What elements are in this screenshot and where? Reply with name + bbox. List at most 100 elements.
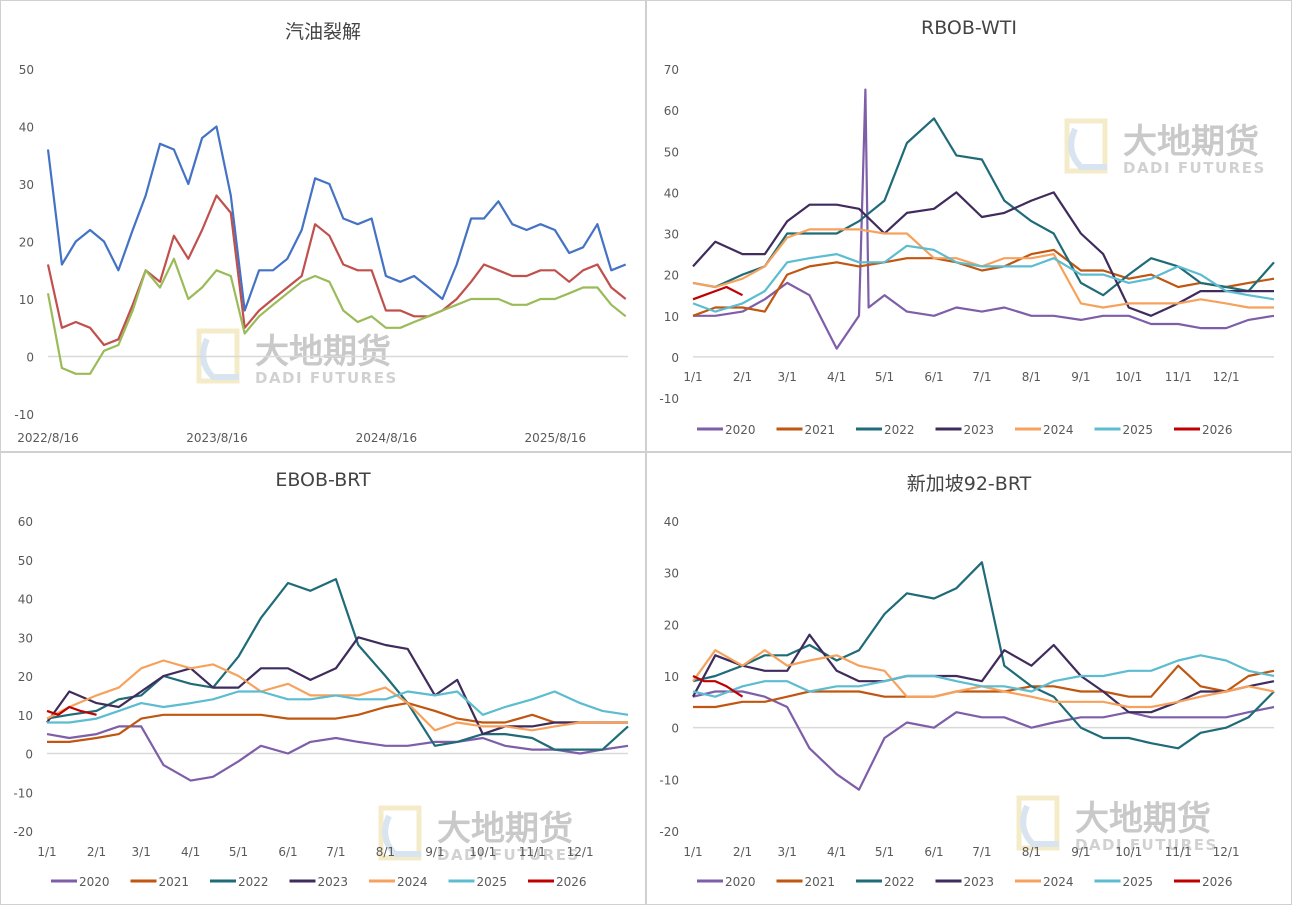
watermark-text: 大地期货 <box>255 332 391 372</box>
y-tick-label: 60 <box>664 104 679 118</box>
x-tick-label: 9/1 <box>1071 845 1090 859</box>
legend-label: 2021 <box>159 875 190 889</box>
legend-label: 2021 <box>805 875 836 889</box>
watermark-text: DADI FUTURES <box>1075 836 1218 854</box>
y-tick-label: 20 <box>664 269 679 283</box>
y-tick-label: 10 <box>18 709 33 723</box>
x-tick-label: 4/1 <box>181 845 200 859</box>
logo-mark <box>1068 127 1107 170</box>
x-tick-label: 3/1 <box>778 845 797 859</box>
legend-label: 2024 <box>1043 875 1074 889</box>
x-tick-label: 2022/8/16 <box>17 431 79 445</box>
legend-label: 2025 <box>1123 875 1154 889</box>
series-line-2020 <box>693 88 1275 350</box>
y-tick-label: 10 <box>664 310 679 324</box>
x-tick-label: 7/1 <box>972 845 991 859</box>
chart-title: 新加坡92-BRT <box>906 473 1032 495</box>
y-tick-label: -10 <box>13 786 33 800</box>
chart-panel-ebob-brt: EBOB-BRT 大地期货 DADI FUTURES -20 -10 0 10 20 30 40… <box>0 452 646 905</box>
x-tick-label: 1/1 <box>683 845 702 859</box>
y-tick-label: 0 <box>26 351 34 365</box>
x-tick-label: 11/1 <box>519 845 546 859</box>
legend-label: 2026 <box>1202 423 1233 437</box>
series-line-2021 <box>693 664 1275 709</box>
x-tick-label: 2025/8/16 <box>525 431 587 445</box>
legend-label: 2024 <box>1043 423 1074 437</box>
x-tick-label: 3/1 <box>778 370 797 384</box>
x-tick-label: 11/1 <box>1165 370 1192 384</box>
series-line <box>46 257 627 375</box>
y-tick-label: -10 <box>14 408 34 422</box>
chart-panel-rbob-wti: RBOB-WTI 大地期货 DADI FUTURES -10 0 10 20 30 40 50 6… <box>646 0 1292 452</box>
x-tick-label: 5/1 <box>875 370 894 384</box>
legend-label: 2026 <box>1202 875 1233 889</box>
x-tick-label: 9/1 <box>1071 370 1090 384</box>
series-line-2026 <box>692 675 744 698</box>
series-line-2023 <box>46 636 628 736</box>
y-tick-label: 30 <box>19 178 34 192</box>
y-tick-label: 30 <box>664 228 679 242</box>
series-line-2022 <box>692 561 1275 750</box>
y-tick-label: -10 <box>659 773 679 787</box>
x-tick-label: 5/1 <box>875 845 894 859</box>
legend-label: 2021 <box>805 423 836 437</box>
y-tick-label: 30 <box>664 567 679 581</box>
series-line-2020 <box>692 690 1275 791</box>
y-tick-label: 40 <box>664 186 679 200</box>
watermark-text: 大地期货 <box>437 809 573 849</box>
chart-panel-singapore92-brt: 新加坡92-BRT 大地期货 DADI FUTURES -20 -10 0 10 20 30 4… <box>646 452 1292 905</box>
series-line-2025 <box>47 690 629 724</box>
y-tick-label: -10 <box>659 392 679 406</box>
x-tick-label: 6/1 <box>278 845 297 859</box>
y-tick-label: 40 <box>19 121 34 135</box>
y-tick-label: 50 <box>19 63 34 77</box>
y-tick-label: 40 <box>18 593 33 607</box>
logo-mark <box>1020 804 1059 847</box>
legend-label: 2022 <box>884 423 915 437</box>
x-tick-label: 10/1 <box>469 845 496 859</box>
chart-title: EBOB-BRT <box>275 469 371 491</box>
y-tick-label: 60 <box>18 515 33 529</box>
chart-panel-gasoline-crack: 汽油裂解 大地期货 DADI FUTURES -10 0 10 20 30 40 50 2022/… <box>0 0 646 452</box>
chart-title: 汽油裂解 <box>284 21 361 43</box>
x-tick-label: 1/1 <box>37 845 56 859</box>
x-tick-label: 8/1 <box>376 845 395 859</box>
x-tick-label: 2/1 <box>87 845 106 859</box>
x-tick-label: 12/1 <box>1213 845 1240 859</box>
x-tick-label: 8/1 <box>1022 370 1041 384</box>
legend-label: 2023 <box>964 875 995 889</box>
legend-label: 2022 <box>884 875 915 889</box>
series-line-2021 <box>47 702 628 743</box>
x-tick-label: 6/1 <box>924 845 943 859</box>
series-line-2025 <box>692 654 1275 698</box>
chart-title: RBOB-WTI <box>921 17 1017 39</box>
logo-mark <box>378 805 422 861</box>
x-tick-label: 1/1 <box>683 370 702 384</box>
y-tick-label: -20 <box>13 825 33 839</box>
x-tick-label: 2/1 <box>733 845 752 859</box>
logo-mark <box>200 337 239 380</box>
y-tick-label: 0 <box>671 722 679 736</box>
series-line-2021 <box>692 248 1275 317</box>
y-tick-label: -20 <box>659 825 679 839</box>
y-tick-label: 50 <box>18 554 33 568</box>
x-tick-label: 4/1 <box>827 845 846 859</box>
legend-label: 2026 <box>556 875 587 889</box>
y-tick-label: 0 <box>671 351 679 365</box>
x-tick-label: 4/1 <box>827 370 846 384</box>
x-tick-label: 10/1 <box>1115 370 1142 384</box>
x-tick-label: 2/1 <box>733 370 752 384</box>
legend-label: 2025 <box>477 875 508 889</box>
series-line <box>46 125 627 312</box>
logo-mark <box>1016 795 1060 851</box>
watermark-text: 大地期货 <box>1123 122 1259 162</box>
y-tick-label: 20 <box>18 670 33 684</box>
series-line-2020 <box>46 725 629 782</box>
y-tick-label: 10 <box>19 293 34 307</box>
